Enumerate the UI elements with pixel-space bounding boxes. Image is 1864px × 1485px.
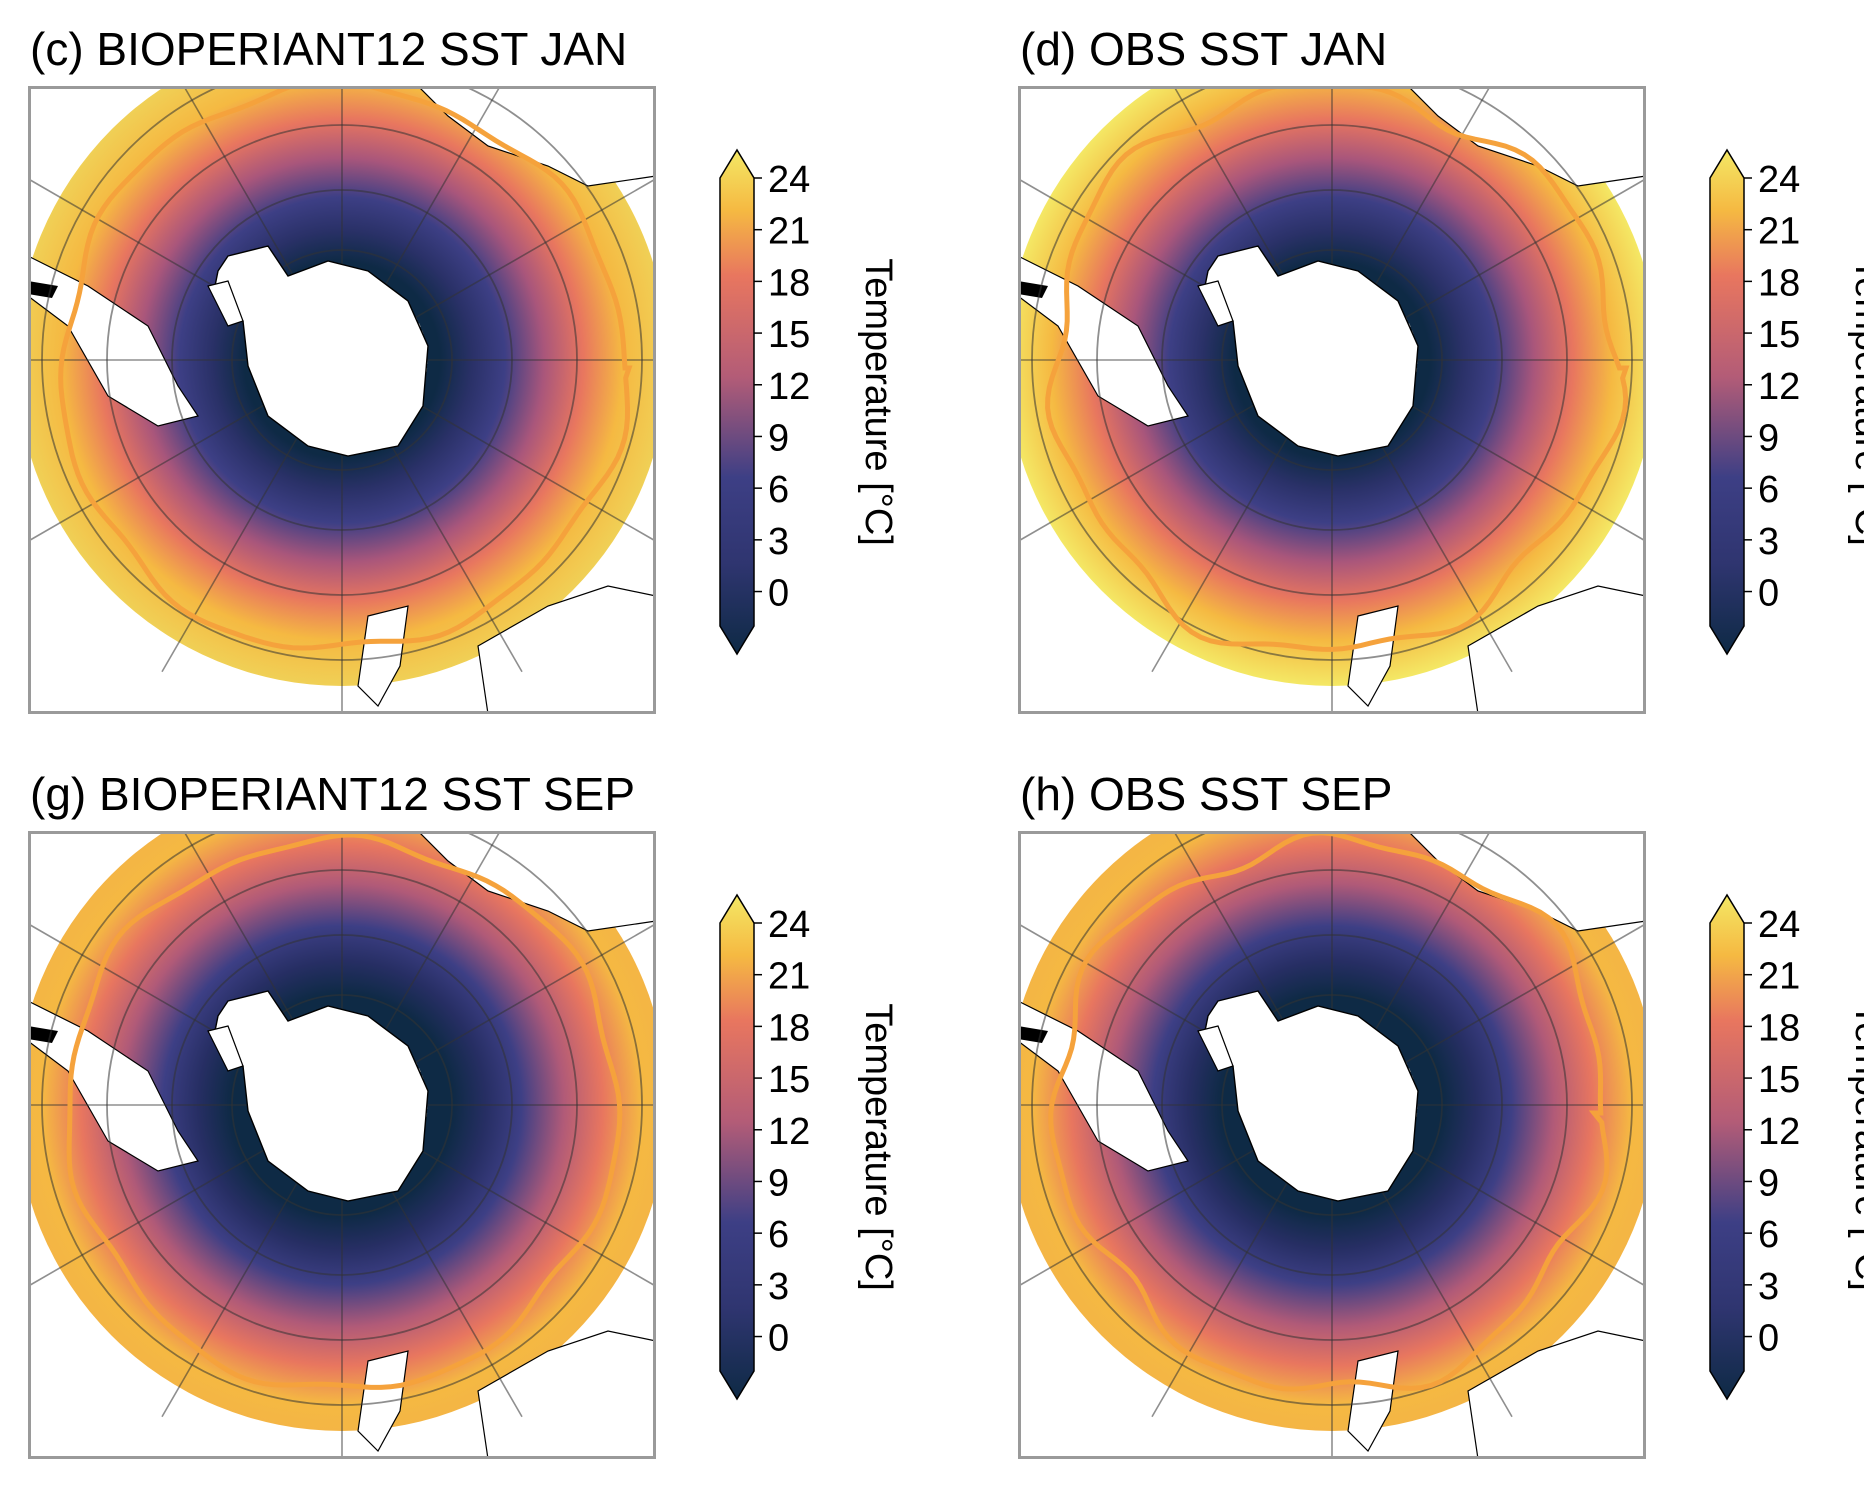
colorbar-tick-label: 24 xyxy=(768,904,810,946)
colorbar-c: 24 21 18 15 12 9 6 3 0 Temperature [°C] xyxy=(719,148,899,656)
colorbar-label: Temperature [°C] xyxy=(857,258,899,546)
colorbar-tick-label: 12 xyxy=(768,366,810,408)
colorbar-tick-label: 9 xyxy=(768,1162,789,1204)
colorbar-tick-label: 12 xyxy=(1758,1111,1800,1153)
map-d xyxy=(1018,86,1646,714)
colorbar-tick-label: 21 xyxy=(1758,211,1800,253)
colorbar-tick-label: 6 xyxy=(1758,469,1779,511)
australia-land xyxy=(477,1330,656,1459)
map-content xyxy=(28,831,656,1459)
antarctic-peninsula xyxy=(207,280,244,327)
new-zealand-land xyxy=(357,605,409,707)
colorbar-tick-label: 18 xyxy=(768,262,810,304)
panel-title-c: (c) BIOPERIANT12 SST JAN xyxy=(30,23,628,75)
africa-land xyxy=(417,831,656,932)
map-content xyxy=(1018,86,1646,714)
colorbar-tick-label: 12 xyxy=(768,1111,810,1153)
africa-land xyxy=(417,86,656,187)
contour-orange xyxy=(1045,86,1630,652)
colorbar-tick-label: 3 xyxy=(1758,521,1779,563)
colorbar-body xyxy=(719,148,755,656)
map-content xyxy=(1018,831,1646,1459)
colorbar-label: Temperature [°C] xyxy=(1847,1003,1864,1291)
colorbar-tick-label: 9 xyxy=(1758,1162,1779,1204)
colorbar-tick-label: 18 xyxy=(1758,1007,1800,1049)
colorbar-tick-label: 15 xyxy=(768,314,810,356)
colorbar-tick-label: 18 xyxy=(768,1007,810,1049)
map-h xyxy=(1018,831,1646,1459)
colorbar-tick-label: 3 xyxy=(768,521,789,563)
colorbar-tick-label: 0 xyxy=(768,573,789,615)
panel-title-g: (g) BIOPERIANT12 SST SEP xyxy=(30,768,636,820)
colorbar-tick-label: 0 xyxy=(768,1318,789,1360)
colorbar-tick-label: 0 xyxy=(1758,1318,1779,1360)
new-zealand-land xyxy=(1347,1350,1399,1452)
australia-land xyxy=(1467,585,1646,714)
colorbar-tick-label: 9 xyxy=(768,417,789,459)
antarctic-peninsula xyxy=(1197,1025,1234,1072)
colorbar-tick-label: 24 xyxy=(1758,904,1800,946)
colorbar-label: Temperature [°C] xyxy=(857,1003,899,1291)
antarctic-peninsula xyxy=(207,1025,244,1072)
panel-c: (c) BIOPERIANT12 SST JAN 24 21 18 15 12 9 6 3 0 T… xyxy=(0,0,932,740)
colorbar-tick-label: 15 xyxy=(768,1059,810,1101)
south-america-land xyxy=(1018,255,1189,427)
colorbar-tick-label: 24 xyxy=(1758,159,1800,201)
colorbar-tick-label: 21 xyxy=(768,956,810,998)
map-g xyxy=(28,831,656,1459)
map-frame xyxy=(28,831,656,1459)
colorbar-tick-label: 9 xyxy=(1758,417,1779,459)
map-content xyxy=(28,86,656,714)
contour-orange xyxy=(1048,831,1610,1392)
panel-title-d: (d) OBS SST JAN xyxy=(1020,23,1388,75)
map-frame xyxy=(1018,831,1646,1459)
contour-orange xyxy=(66,832,623,1390)
map-c xyxy=(28,86,656,714)
colorbar-tick-label: 6 xyxy=(768,469,789,511)
south-america-land xyxy=(1018,1000,1189,1172)
antarctic-peninsula xyxy=(1197,280,1234,327)
colorbar-tick-label: 6 xyxy=(1758,1214,1779,1256)
south-america-tip xyxy=(28,1026,58,1043)
panel-h: (h) OBS SST SEP 24 21 18 15 12 9 6 3 0 Temperatur… xyxy=(990,745,1864,1485)
africa-land xyxy=(1407,86,1646,187)
colorbar-tick-label: 12 xyxy=(1758,366,1800,408)
colorbar-tick-label: 0 xyxy=(1758,573,1779,615)
panel-title-h: (h) OBS SST SEP xyxy=(1020,768,1393,820)
colorbar-tick-label: 18 xyxy=(1758,262,1800,304)
south-america-tip xyxy=(28,281,58,298)
colorbar-tick-label: 3 xyxy=(768,1266,789,1308)
contour-orange xyxy=(58,86,633,651)
south-america-land xyxy=(28,1000,199,1172)
australia-land xyxy=(477,585,656,714)
colorbar-tick-label: 15 xyxy=(1758,1059,1800,1101)
south-america-land xyxy=(28,255,199,427)
new-zealand-land xyxy=(1347,605,1399,707)
colorbar-tick-label: 21 xyxy=(1758,956,1800,998)
colorbar-h: 24 21 18 15 12 9 6 3 0 Temperature [°C] xyxy=(1709,893,1864,1401)
colorbar-label: Temperature [°C] xyxy=(1847,258,1864,546)
panel-g: (g) BIOPERIANT12 SST SEP 24 21 18 15 12 9 6 3 0 T… xyxy=(0,745,932,1485)
colorbar-tick-label: 3 xyxy=(1758,1266,1779,1308)
map-frame xyxy=(28,86,656,714)
colorbar-body xyxy=(1709,148,1745,656)
colorbar-d: 24 21 18 15 12 9 6 3 0 Temperature [°C] xyxy=(1709,148,1864,656)
south-america-tip xyxy=(1018,1026,1048,1043)
colorbar-tick-label: 6 xyxy=(768,1214,789,1256)
map-frame xyxy=(1018,86,1646,714)
south-america-tip xyxy=(1018,281,1048,298)
colorbar-body xyxy=(1709,893,1745,1401)
colorbar-tick-label: 15 xyxy=(1758,314,1800,356)
colorbar-tick-label: 24 xyxy=(768,159,810,201)
australia-land xyxy=(1467,1330,1646,1459)
new-zealand-land xyxy=(357,1350,409,1452)
panel-d: (d) OBS SST JAN 24 21 18 15 12 9 6 3 0 Temperatur… xyxy=(990,0,1864,740)
colorbar-g: 24 21 18 15 12 9 6 3 0 Temperature [°C] xyxy=(719,893,899,1401)
colorbar-tick-label: 21 xyxy=(768,211,810,253)
colorbar-body xyxy=(719,893,755,1401)
